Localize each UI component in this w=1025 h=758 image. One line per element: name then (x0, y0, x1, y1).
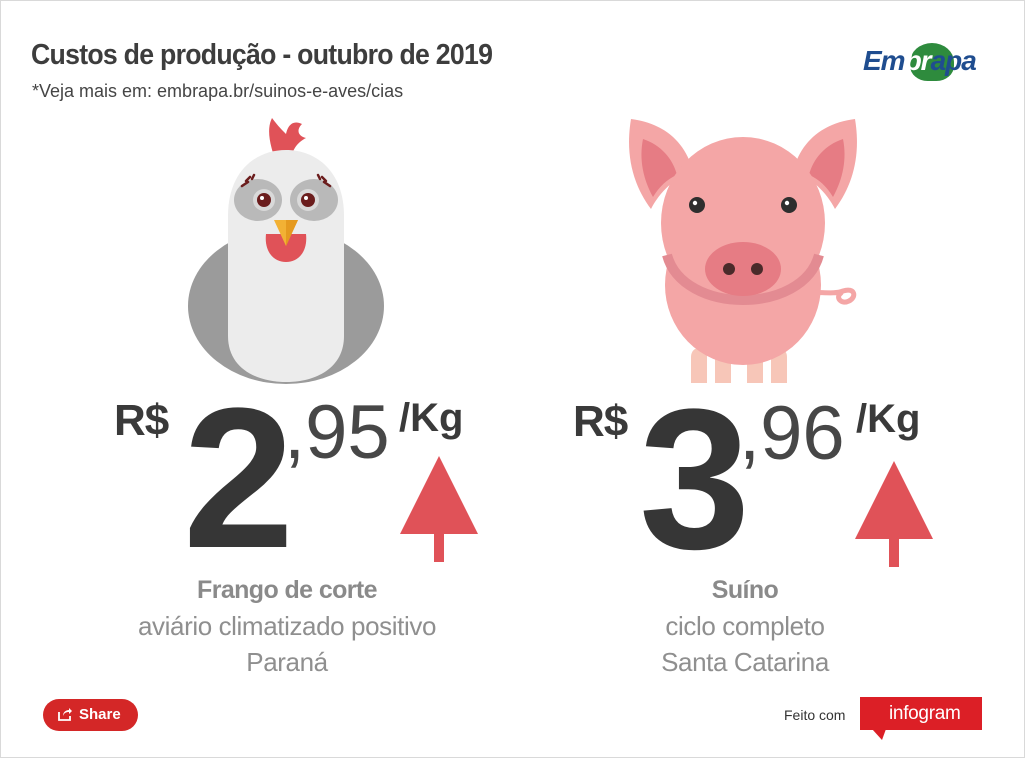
price-integer: 3 (639, 368, 750, 591)
currency-symbol: R$ (573, 397, 628, 446)
embrapa-logo: Embrapa (863, 43, 977, 85)
chicken-icon (188, 118, 384, 384)
product-name: Frango de corte (197, 576, 378, 604)
made-with-text: Feito com (784, 707, 846, 723)
pig-icon (629, 119, 857, 383)
page-title: Custos de produção - outubro de 2019 (31, 39, 493, 71)
state-name: Santa Catarina (661, 647, 829, 677)
logo-swoosh-icon (910, 43, 954, 81)
product-name: Suíno (711, 576, 779, 604)
price-integer: 2 (183, 367, 294, 590)
share-label: Share (79, 706, 121, 723)
state-name: Paraná (246, 647, 328, 677)
price-unit: /Kg (399, 396, 464, 440)
currency-symbol: R$ (114, 396, 169, 445)
page-subtitle: *Veja mais em: embrapa.br/suinos-e-aves/… (32, 81, 404, 101)
share-button[interactable]: Share (43, 699, 138, 731)
pig-description: Suíno ciclo completo Santa Catarina (565, 572, 925, 680)
arrow-up-icon (855, 461, 933, 567)
arrow-up-icon (400, 456, 478, 562)
price-unit: /Kg (856, 397, 921, 441)
share-icon (58, 708, 72, 721)
infogram-link[interactable]: infogram (860, 697, 982, 741)
price-decimal: ,95 (284, 390, 390, 475)
infogram-label: infogram (889, 703, 961, 724)
price-decimal: ,96 (739, 391, 845, 476)
production-system: aviário climatizado positivo (137, 611, 437, 641)
chicken-description: Frango de corte aviário climatizado posi… (107, 572, 467, 680)
production-system: ciclo completo (665, 611, 825, 641)
